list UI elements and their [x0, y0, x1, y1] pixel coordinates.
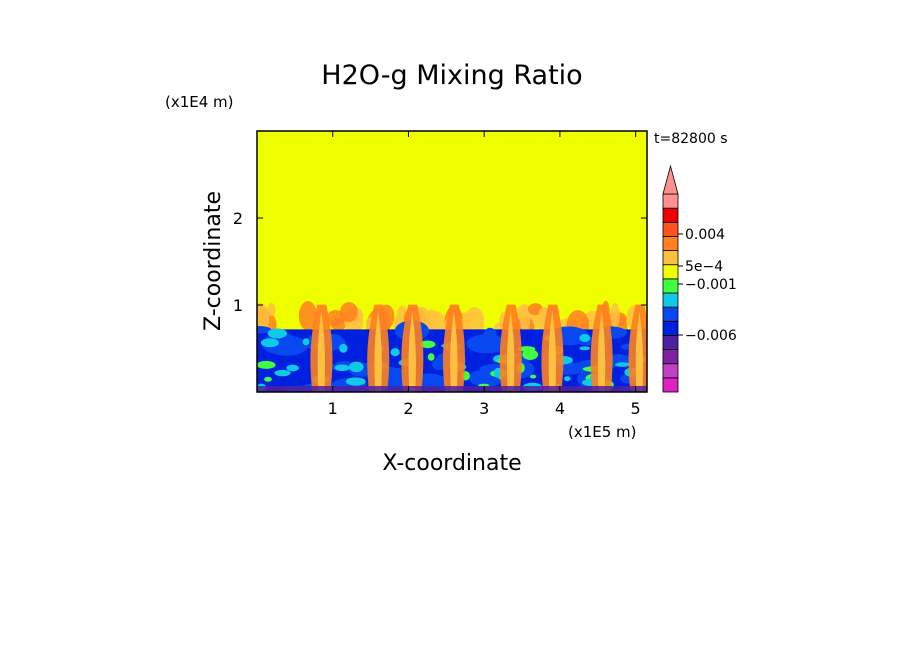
- colorbar-segment: [662, 278, 679, 294]
- plume: [628, 304, 647, 392]
- lower-eddy: [483, 327, 497, 344]
- plume: [367, 304, 390, 392]
- plume-inner: [597, 310, 606, 392]
- x-axis-label: X-coordinate: [382, 451, 521, 476]
- mixing-wisp: [610, 302, 620, 328]
- y-axis-label: Z-coordinate: [201, 191, 226, 331]
- colorbar-segment: [662, 320, 679, 336]
- x-axis: 1 2 3 4 5: [328, 131, 641, 418]
- surface-strip: [257, 386, 647, 392]
- lower-eddy: [267, 328, 288, 339]
- colorbar-segment: [662, 221, 679, 237]
- colorbar-segment: [662, 349, 679, 365]
- x-tick-label: 5: [631, 399, 641, 418]
- lower-eddy: [345, 377, 366, 386]
- chart-title: H2O-g Mixing Ratio: [321, 60, 582, 91]
- y-scale-note: (x1E4 m): [165, 93, 234, 111]
- lower-eddy: [563, 376, 571, 382]
- lower-eddy: [348, 361, 364, 373]
- plume-inner: [408, 310, 416, 392]
- lower-eddy: [466, 334, 508, 354]
- plume-inner: [548, 310, 556, 392]
- lower-eddy: [390, 348, 400, 357]
- plume-inner: [374, 310, 382, 392]
- lower-eddy: [302, 338, 310, 346]
- x-scale-note: (x1E5 m): [568, 423, 637, 441]
- mixing-wisp: [298, 301, 318, 331]
- colorbar-segment: [662, 207, 679, 223]
- lower-eddy: [579, 334, 591, 342]
- y-tick-label: 1: [233, 296, 243, 315]
- plume: [590, 304, 613, 392]
- colorbar-label: 5e−4: [685, 259, 723, 275]
- x-tick-label: 2: [403, 399, 413, 418]
- lower-eddy: [286, 364, 299, 372]
- lower-eddy: [579, 346, 591, 351]
- lower-eddy: [427, 353, 435, 361]
- lower-eddy: [522, 349, 539, 360]
- colorbar-segment: [662, 363, 679, 379]
- mixing-wisp: [326, 310, 345, 327]
- lower-eddy: [257, 326, 272, 334]
- lower-eddy: [529, 374, 537, 379]
- x-tick-label: 1: [328, 399, 338, 418]
- plume: [499, 304, 522, 392]
- colorbar-segment: [662, 292, 679, 308]
- mixing-wisp: [519, 303, 531, 334]
- plume: [310, 304, 333, 392]
- x-tick-label: 3: [479, 399, 489, 418]
- colorbar-segment: [662, 250, 679, 266]
- x-tick-label: 4: [555, 399, 565, 418]
- plume-inner: [507, 310, 515, 392]
- colorbar-segment: [662, 193, 679, 209]
- lower-eddy: [274, 369, 291, 377]
- lower-eddy: [339, 343, 348, 353]
- lower-eddy: [260, 338, 279, 348]
- plume: [401, 304, 424, 392]
- lower-eddy: [419, 340, 436, 349]
- colorbar-extend-arrow: [662, 164, 679, 195]
- lower-eddy: [264, 376, 272, 382]
- lower-eddy: [334, 364, 350, 372]
- plume-inner: [450, 310, 458, 392]
- plume: [442, 304, 465, 392]
- y-tick-label: 2: [233, 209, 243, 228]
- plot-frame: [256, 130, 648, 393]
- plot-area: [257, 131, 647, 392]
- colorbar-segment: [662, 264, 679, 280]
- plume-inner: [635, 310, 644, 392]
- colorbar-segment: [662, 236, 679, 251]
- colorbar-segment: [662, 306, 679, 322]
- lower-eddy: [517, 346, 536, 352]
- colorbar-segment: [662, 377, 679, 393]
- colorbar-label: −0.006: [685, 328, 737, 344]
- y-axis: 12: [233, 209, 647, 315]
- plume-inner: [317, 310, 326, 392]
- lower-eddy: [614, 362, 631, 367]
- plume: [541, 304, 564, 392]
- colorbar-label: −0.001: [685, 277, 737, 293]
- lower-eddy: [257, 360, 276, 369]
- time-label: t=82800 s: [654, 131, 728, 147]
- colorbar-label: 0.004: [685, 227, 725, 243]
- mixing-wisp: [267, 303, 276, 317]
- colorbar-segment: [662, 335, 679, 350]
- colorbar: 0.004 5e−4 −0.001 −0.006: [662, 164, 737, 393]
